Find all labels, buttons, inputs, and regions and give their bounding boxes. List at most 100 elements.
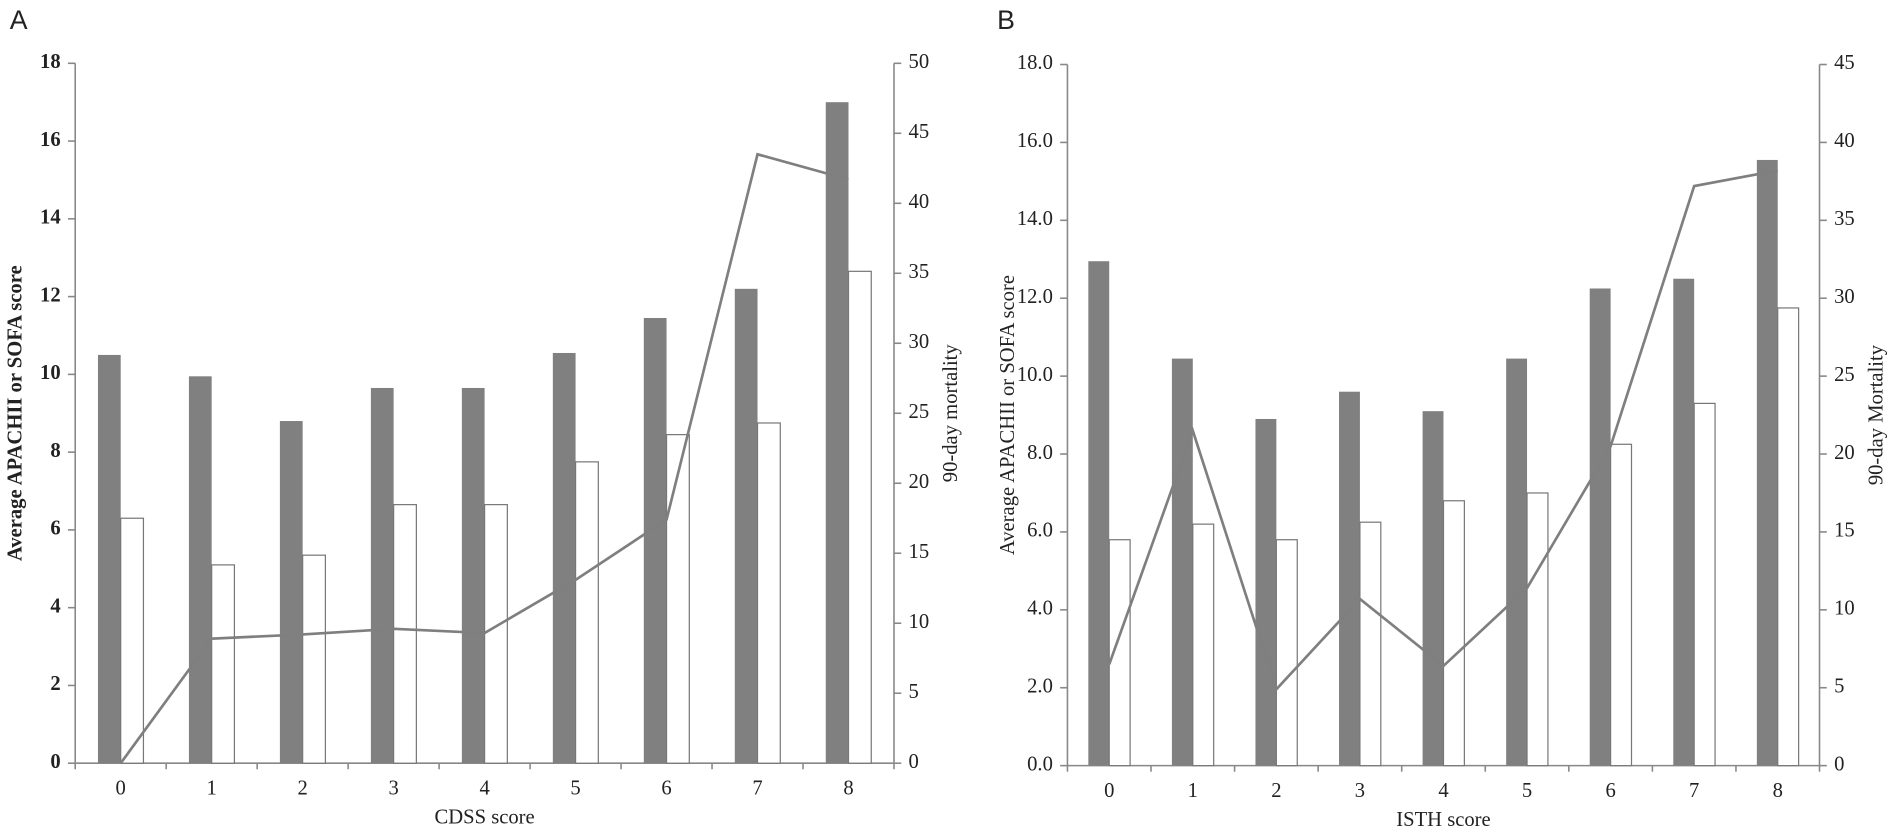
bar [847,270,872,764]
y2-tick-label: 25 [909,401,930,423]
y-tick-label: 16 [40,129,61,151]
x-tick-label: 5 [1522,780,1532,802]
y2-tick-label: 25 [1834,364,1855,386]
y2-tick-label: 30 [1834,286,1855,308]
bar [1192,523,1215,767]
y2-tick-label: 35 [1834,208,1855,230]
y2-tick-label: 10 [1834,598,1855,620]
bar [1442,500,1465,767]
y2-tick-label: 40 [1834,130,1855,152]
x-tick-label: 2 [1271,780,1281,802]
y-tick-label: 10 [40,362,61,384]
y-tick-label: 14.0 [1017,208,1053,230]
y2-tick-label: 10 [909,611,930,633]
bar [756,422,781,764]
bar [1422,411,1444,766]
bar [1526,492,1549,767]
y-tick-label: 0.0 [1027,753,1053,775]
bar [1275,539,1298,767]
bar [734,288,758,764]
x-tick-label: 7 [1689,780,1699,802]
y-tick-label: 2 [50,673,60,695]
bar [1589,288,1611,766]
bar [825,102,849,764]
bar [1171,358,1193,766]
x-axis-label: ISTH score [1396,809,1490,831]
y-tick-label: 12 [40,284,61,306]
bar [1506,358,1528,766]
bar [461,387,485,764]
y-tick-label: 10.0 [1017,364,1053,386]
y2-tick-label: 35 [909,261,930,283]
x-axis-label: CDSS score [434,807,534,829]
bar [1777,307,1800,767]
x-tick-label: 8 [1773,780,1783,802]
y2-tick-label: 0 [909,751,919,773]
x-tick-label: 6 [661,778,671,800]
y-axis-label: Average APACHII or SOFA score [997,275,1019,555]
y2-tick-label: 50 [909,51,930,73]
bar [1339,391,1360,766]
bar [120,517,145,764]
y-tick-label: 4.0 [1027,598,1053,620]
y2-tick-label: 20 [1834,442,1855,464]
y-tick-label: 14 [40,207,61,229]
x-tick-label: 3 [388,778,398,800]
bar [1693,402,1716,767]
bar [643,317,667,764]
y2-tick-label: 5 [1834,675,1844,697]
x-tick-label: 2 [297,778,307,800]
y2-tick-label: 15 [1834,520,1855,542]
x-tick-label: 1 [1188,780,1198,802]
x-tick-label: 4 [479,778,489,800]
y2-tick-label: 45 [909,121,930,143]
x-tick-label: 3 [1355,780,1365,802]
y-tick-label: 12.0 [1017,286,1053,308]
y-tick-label: 8.0 [1027,442,1053,464]
y-tick-label: 6.0 [1027,520,1053,542]
bar [483,504,508,764]
y-tick-label: 4 [50,595,60,617]
bar [393,504,417,764]
y2-tick-label: 40 [909,191,930,213]
y-tick-label: 18.0 [1017,52,1053,74]
bar [1108,539,1131,767]
bar [665,434,690,764]
bar [211,564,236,764]
y-tick-label: 16.0 [1017,130,1053,152]
y-axis-label: Average APACHII or SOFA score [5,265,27,561]
bar [1673,278,1695,766]
y2-axis-label: 90-day Mortality [1865,344,1887,485]
y2-tick-label: 45 [1834,52,1855,74]
y-tick-label: 6 [50,518,60,540]
bar [1255,418,1277,766]
y2-tick-label: 0 [1834,753,1844,775]
bar [279,421,303,764]
mortality-line [119,152,849,764]
y2-tick-label: 15 [909,541,930,563]
y2-tick-label: 5 [909,681,919,703]
panel-label: A [10,5,28,35]
x-tick-label: 1 [207,778,217,800]
bar [552,352,576,764]
y-tick-label: 18 [40,51,61,73]
bar [97,354,121,764]
panel-label: B [997,5,1015,35]
bar [370,387,394,764]
x-tick-label: 5 [570,778,580,800]
y2-axis-label: 90-day mortality [940,344,962,483]
y-tick-label: 8 [50,440,60,462]
x-tick-label: 4 [1438,780,1448,802]
bar [1610,443,1633,767]
bar [188,376,212,764]
bar [1359,521,1382,767]
y2-tick-label: 30 [909,331,930,353]
mortality-line [1107,169,1778,692]
bar [1088,261,1110,766]
bar [574,461,599,764]
x-tick-label: 0 [116,778,126,800]
x-tick-label: 6 [1605,780,1615,802]
y2-tick-label: 20 [909,471,930,493]
